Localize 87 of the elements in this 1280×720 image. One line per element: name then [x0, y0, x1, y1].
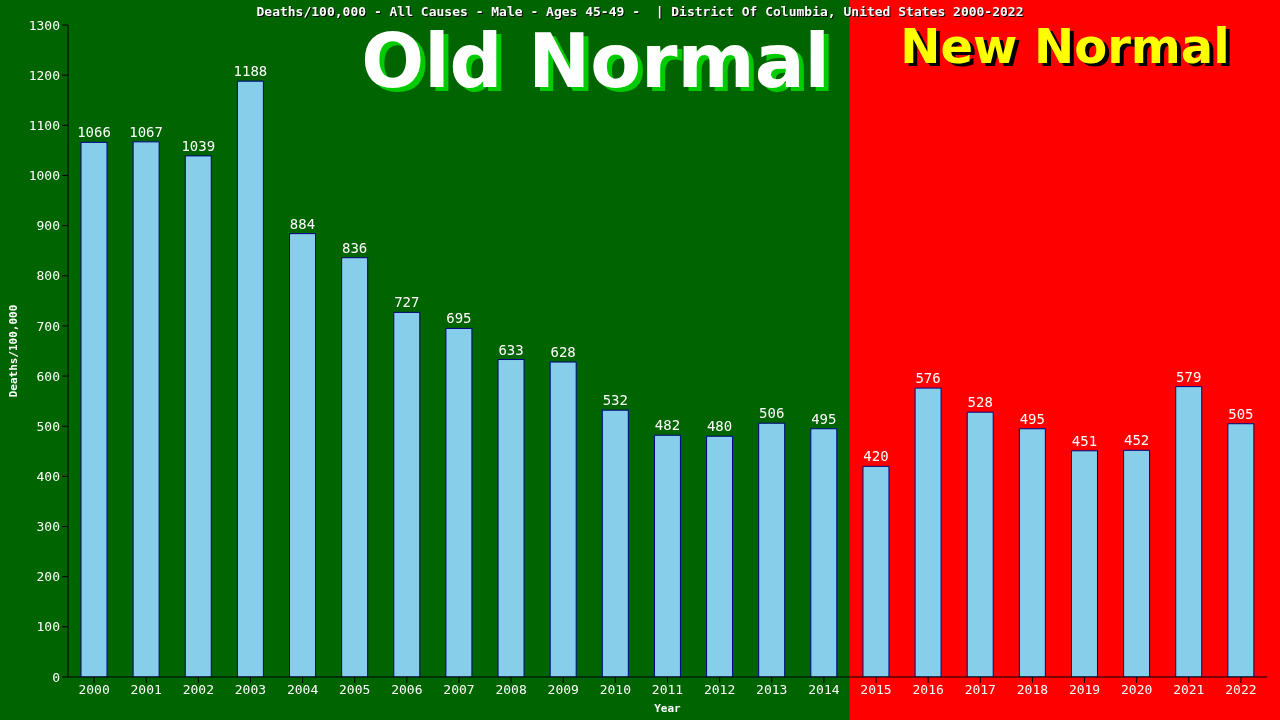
- y-tick-label: 700: [36, 318, 60, 334]
- x-tick-label: 2021: [1173, 682, 1205, 698]
- bar: [653, 434, 681, 677]
- x-tick-label: 2001: [130, 682, 162, 698]
- x-tick-label: 2002: [182, 682, 214, 698]
- bar: [758, 422, 786, 677]
- y-tick-label: 800: [36, 268, 60, 284]
- data-label: 506: [759, 405, 785, 422]
- bar: [601, 409, 629, 677]
- bar: [289, 233, 317, 677]
- data-label: 579: [1176, 368, 1202, 385]
- x-tick-label: 2017: [964, 682, 996, 698]
- y-tick-label: 1300: [28, 17, 60, 33]
- x-tick-label: 2013: [756, 682, 788, 698]
- bar: [341, 257, 369, 677]
- y-tick-label: 100: [36, 619, 60, 635]
- bar: [1175, 386, 1203, 677]
- y-tick-label: 200: [36, 569, 60, 585]
- y-tick-label: 600: [36, 368, 60, 384]
- x-tick-label: 2009: [547, 682, 579, 698]
- data-label: 480: [706, 418, 733, 435]
- data-label: 727: [394, 294, 420, 311]
- x-tick-label: 2020: [1121, 682, 1153, 698]
- data-label: 633: [498, 341, 524, 358]
- bar: [862, 465, 890, 677]
- bar: [1018, 428, 1046, 677]
- x-tick-label: 2006: [391, 682, 423, 698]
- bar: [80, 141, 108, 677]
- band-label: New Normal: [899, 18, 1231, 74]
- data-label: 532: [602, 392, 628, 409]
- x-tick-label: 2011: [651, 682, 684, 698]
- bar: [810, 428, 838, 677]
- data-label: 495: [1019, 410, 1045, 427]
- bar: [1227, 423, 1255, 677]
- y-tick-label: 500: [36, 418, 60, 434]
- bar: [706, 435, 734, 677]
- bar: [1070, 450, 1098, 677]
- y-tick-label: 1100: [28, 117, 60, 133]
- y-tick-label: 300: [36, 519, 60, 535]
- band-label: Old Normal: [361, 18, 830, 104]
- data-label: 1066: [77, 124, 111, 141]
- data-label: 452: [1123, 432, 1150, 449]
- x-tick-label: 2012: [703, 682, 736, 698]
- y-tick-label: 400: [36, 469, 60, 484]
- data-label: 576: [915, 370, 941, 387]
- bar: [549, 361, 577, 677]
- bar: [445, 327, 473, 677]
- x-tick-label: 2007: [443, 682, 475, 698]
- bar: [1123, 449, 1151, 677]
- bar: [966, 411, 994, 677]
- x-tick-label: 2005: [339, 682, 371, 698]
- y-tick-label: 1000: [28, 168, 60, 184]
- data-label: 1067: [129, 123, 163, 140]
- data-label: 505: [1228, 405, 1254, 422]
- x-tick-label: 2010: [599, 682, 632, 698]
- x-tick-label: 2015: [860, 682, 892, 698]
- x-tick-label: 2019: [1068, 682, 1101, 698]
- data-label: 884: [289, 215, 316, 232]
- x-tick-label: 2022: [1225, 682, 1257, 698]
- bar: [132, 141, 160, 677]
- y-axis-title: Deaths/100,000: [6, 304, 20, 398]
- x-axis-title: Year: [653, 702, 682, 715]
- x-tick-label: 2018: [1016, 682, 1049, 698]
- data-label: 482: [654, 417, 681, 434]
- data-label: 420: [863, 448, 889, 465]
- data-label: 451: [1071, 432, 1098, 449]
- data-label: 836: [342, 239, 368, 256]
- data-label: 528: [967, 394, 993, 411]
- bar: [236, 80, 264, 677]
- bar: [914, 387, 942, 677]
- data-label: 1039: [181, 137, 216, 154]
- x-tick-label: 2003: [234, 682, 267, 698]
- bar: [497, 359, 525, 677]
- bar: [393, 311, 421, 677]
- x-tick-label: 2008: [495, 682, 527, 698]
- data-label: 628: [550, 344, 576, 361]
- y-tick-label: 1200: [28, 67, 60, 83]
- x-tick-label: 2014: [808, 682, 840, 698]
- bar: [184, 155, 212, 677]
- x-tick-label: 2016: [912, 682, 944, 698]
- y-tick-label: 0: [52, 669, 60, 685]
- data-label: 1188: [233, 63, 268, 80]
- data-label: 495: [811, 410, 837, 427]
- x-tick-label: 2004: [286, 682, 319, 698]
- x-tick-label: 2000: [78, 682, 110, 698]
- y-tick-label: 900: [36, 218, 60, 234]
- data-label: 695: [446, 310, 472, 327]
